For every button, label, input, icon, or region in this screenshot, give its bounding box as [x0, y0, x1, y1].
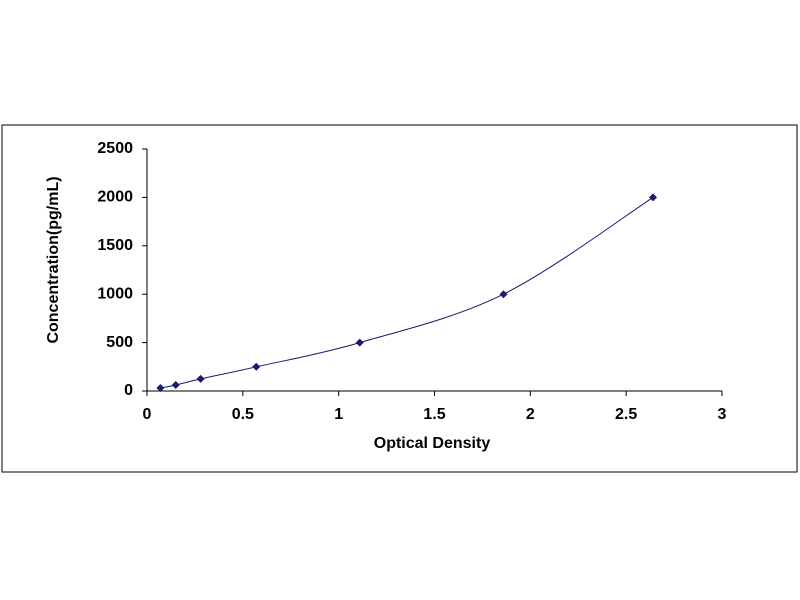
x-tick-label: 0 [143, 406, 152, 423]
fit-curve [160, 196, 654, 389]
x-tick-label: 2.5 [615, 406, 637, 423]
x-tick-label: 0.5 [232, 406, 254, 423]
y-tick-label: 1000 [97, 285, 133, 302]
data-point [196, 374, 205, 383]
x-axis-label: Optical Density [374, 435, 491, 452]
x-tick-label: 1.5 [423, 406, 445, 423]
data-point [252, 362, 261, 371]
y-tick-label: 1500 [97, 237, 133, 254]
data-point [355, 338, 364, 347]
data-point [499, 290, 508, 299]
chart-frame [1, 124, 798, 473]
data-point [649, 193, 657, 202]
data-point [171, 380, 180, 389]
x-tick-label: 2 [526, 406, 535, 423]
y-tick-label: 2500 [97, 140, 133, 157]
y-tick-label: 2000 [97, 189, 133, 206]
y-tick-label: 500 [106, 334, 133, 351]
y-axis-label: Concentration(pg/mL) [45, 176, 62, 343]
x-tick-label: 1 [334, 406, 343, 423]
y-tick-label: 0 [124, 382, 133, 399]
x-tick-label: 3 [718, 406, 727, 423]
data-point [156, 383, 165, 392]
